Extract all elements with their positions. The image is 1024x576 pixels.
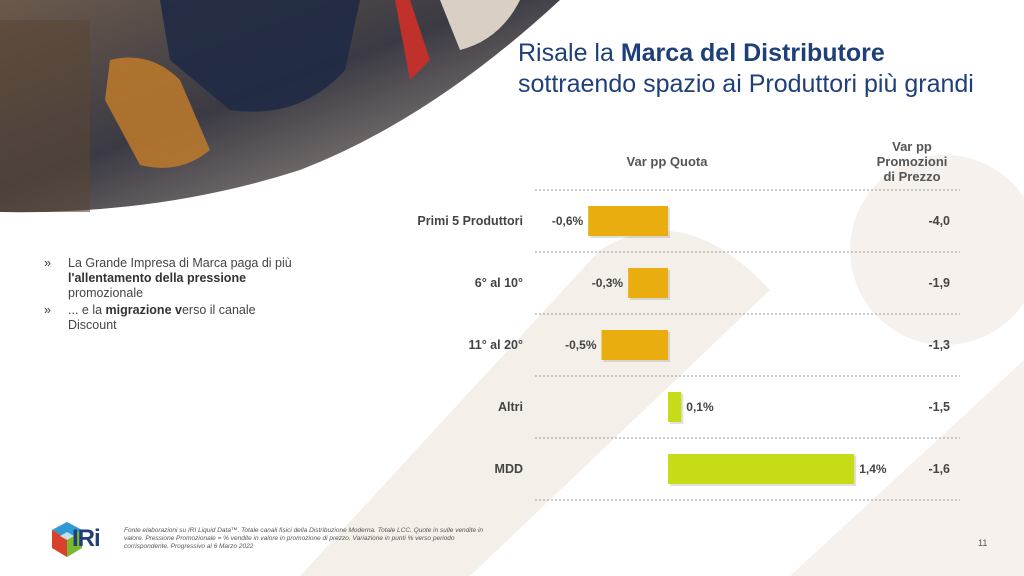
col-header-promo-2: Promozioni [877,154,948,169]
bar [628,268,668,298]
category-label: Primi 5 Produttori [417,214,523,228]
category-label: 6° al 10° [475,276,523,290]
header-photo [0,0,560,213]
data-label: -0,6% [552,214,584,228]
data-label: -0,5% [565,338,597,352]
col-header-promo-1: Var pp [892,139,932,154]
col-header-promo-3: di Prezzo [883,169,940,184]
category-label: MDD [495,462,523,476]
iri-logo-icon [52,522,82,557]
bullet-mark: » [44,303,51,317]
iri-logo-text: IRi [72,525,101,552]
promo-value: -1,6 [928,462,950,476]
promo-value: -1,5 [928,400,950,414]
bullet-item: » La Grande Impresa di Marca paga di più… [44,256,292,300]
category-label: 11° al 20° [469,338,524,352]
promo-value: -1,9 [928,276,950,290]
data-label: -0,3% [592,276,624,290]
source-footnote: Fonte elaborazioni su IRI Liquid Data™. … [124,527,484,550]
category-label: Altri [498,400,523,414]
bullet-item: » ... e la migrazione verso il canale Di… [44,303,256,332]
promo-value: -1,3 [928,338,950,352]
bullet-list: » La Grande Impresa di Marca paga di più… [44,256,294,335]
bar [668,392,682,422]
bar [668,454,855,484]
page-number: 11 [978,538,988,548]
slide-title: Risale la Marca del Distributore sottrae… [518,39,974,98]
bullet-mark: » [44,256,51,270]
promo-value: -4,0 [928,214,950,228]
col-header-quota: Var pp Quota [627,154,709,169]
data-label: 1,4% [859,462,887,476]
bar [601,330,668,360]
bar [588,206,668,236]
data-label: 0,1% [686,400,714,414]
